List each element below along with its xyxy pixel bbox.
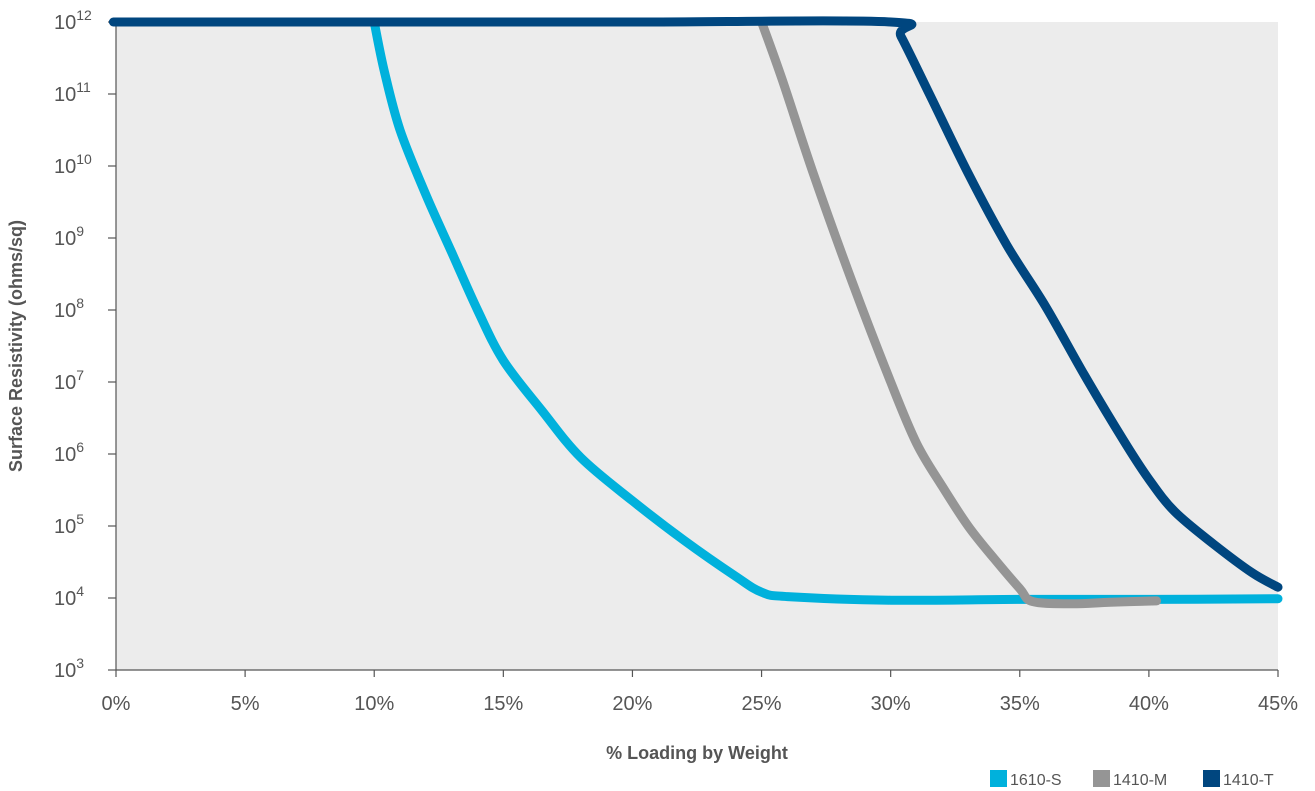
- series-line-1610-S: [369, 17, 1283, 605]
- legend: 1610-S 1410-M 1410-T: [990, 770, 1274, 789]
- x-axis-title: % Loading by Weight: [606, 743, 788, 763]
- series-lines: [108, 16, 1283, 609]
- y-tick-label: 1010: [54, 151, 92, 178]
- x-tick-label: 35%: [1000, 693, 1040, 715]
- y-tick-label: 1012: [54, 7, 92, 34]
- series-line-1410-T: [108, 16, 1283, 592]
- legend-swatch: [990, 770, 1007, 787]
- x-tick-label: 30%: [871, 693, 911, 715]
- y-ticks: 103 104 105 106 107 108 109 1010 1011 1012: [54, 7, 116, 682]
- y-tick-label: 105: [54, 511, 84, 538]
- axes: [115, 22, 1278, 671]
- y-tick-label: 103: [54, 655, 84, 682]
- y-tick-label: 104: [54, 583, 84, 610]
- y-tick-label: 1011: [54, 79, 91, 106]
- x-tick-label: 20%: [612, 693, 652, 715]
- legend-label: 1410-T: [1223, 772, 1274, 789]
- x-tick-label: 15%: [483, 693, 523, 715]
- x-tick-label: 45%: [1258, 693, 1298, 715]
- legend-swatch: [1203, 770, 1220, 787]
- x-tick-label: 40%: [1129, 693, 1169, 715]
- legend-label: 1610-S: [1010, 772, 1062, 789]
- y-tick-label: 107: [54, 367, 84, 394]
- x-ticks: 0% 5% 10% 15% 20% 25% 30% 35% 40% 45%: [102, 670, 1298, 715]
- legend-label: 1410-M: [1113, 772, 1167, 789]
- x-tick-label: 5%: [231, 693, 260, 715]
- x-tick-label: 10%: [354, 693, 394, 715]
- series-line-1410-M: [757, 17, 1162, 609]
- y-tick-label: 106: [54, 439, 84, 466]
- x-tick-label: 0%: [102, 693, 131, 715]
- y-tick-label: 109: [54, 223, 84, 250]
- plot-area: [116, 22, 1278, 670]
- y-axis-title: Surface Resistivity (ohms/sq): [6, 220, 26, 472]
- legend-swatch: [1093, 770, 1110, 787]
- y-tick-label: 108: [54, 295, 84, 322]
- x-tick-label: 25%: [742, 693, 782, 715]
